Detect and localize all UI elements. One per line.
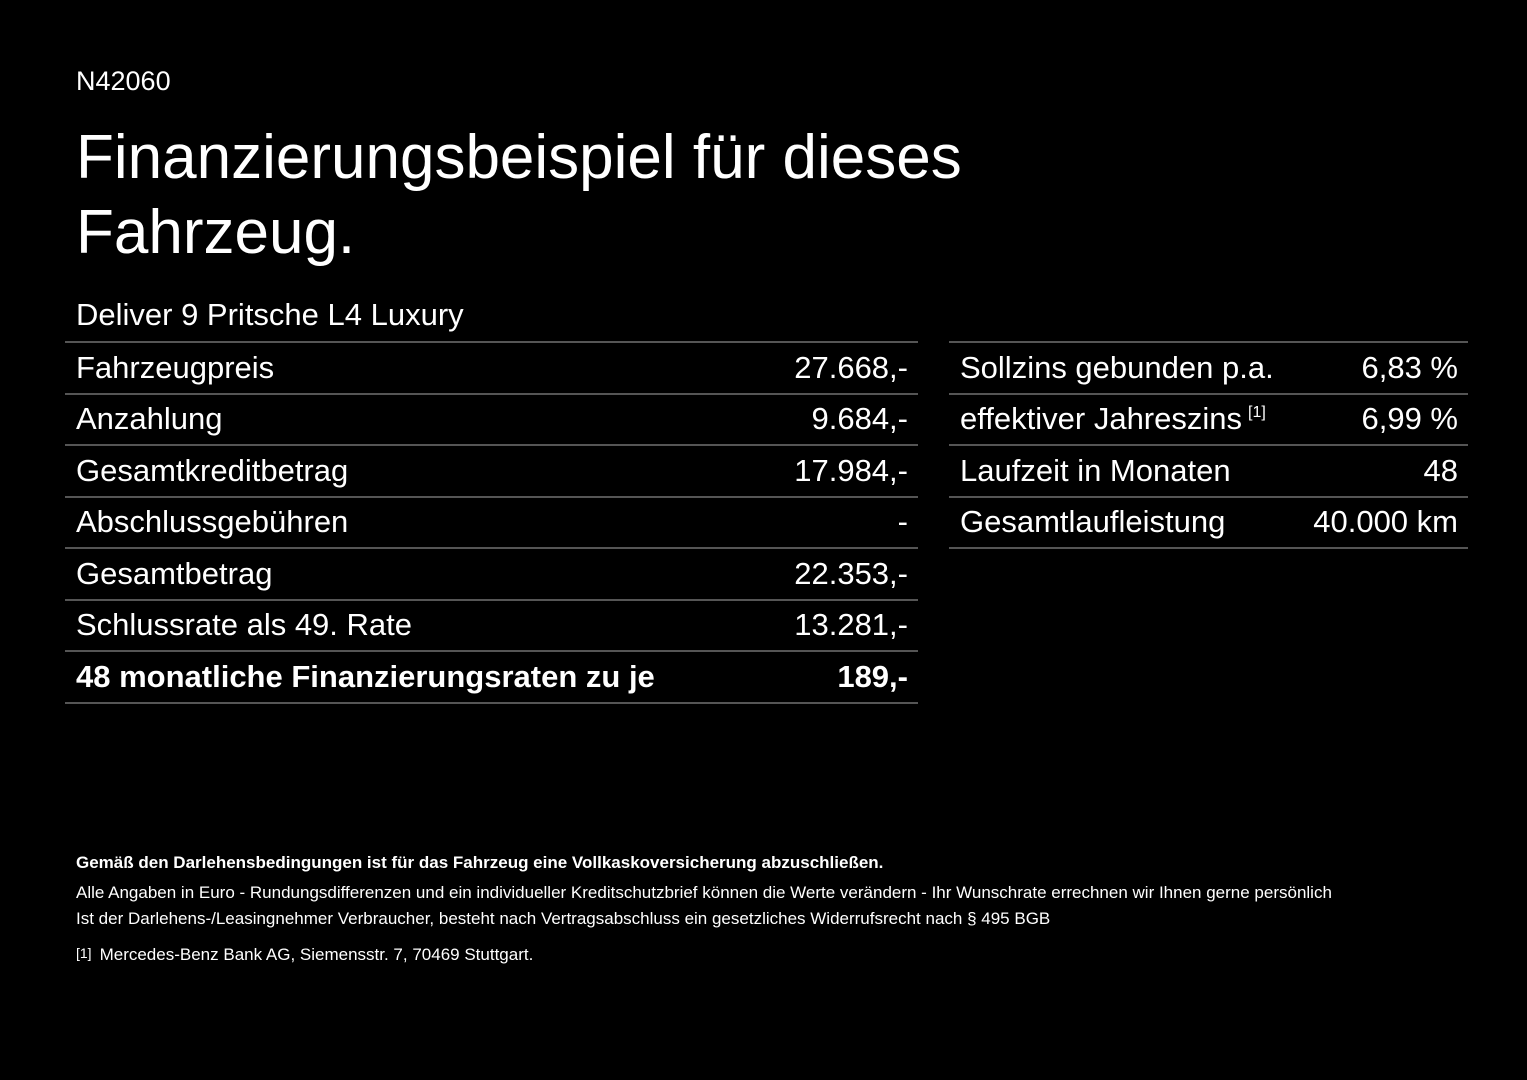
row-value: 48 (1423, 452, 1458, 488)
withdrawal-note: Ist der Darlehens-/Leasingnehmer Verbrau… (76, 909, 1051, 928)
row-label: Schlussrate als 49. Rate (76, 607, 413, 643)
table-row: Fahrzeugpreis 27.668,- (65, 343, 918, 395)
monthly-rate-row: 48 monatliche Finanzierungsraten zu je 18… (65, 652, 918, 704)
table-row: Gesamtbetrag 22.353,- (65, 549, 918, 601)
financing-table: Fahrzeugpreis 27.668,- Anzahlung 9.684,- G… (65, 341, 918, 704)
vehicle-code: N42060 (76, 66, 171, 96)
row-value: 9.684,- (811, 401, 908, 437)
row-label: Anzahlung (76, 401, 223, 437)
interest-table: Sollzins gebunden p.a. 6,83 % effektiver … (949, 341, 1468, 549)
footnote: [1] Mercedes-Benz Bank AG, Siemensstr. 7,… (76, 945, 533, 965)
row-value: 40.000 km (1313, 504, 1458, 540)
vehicle-model: Deliver 9 Pritsche L4 Luxury (76, 297, 464, 332)
row-value: 189,- (837, 658, 908, 694)
row-value: 13.281,- (794, 607, 908, 643)
row-value: 27.668,- (794, 349, 908, 385)
euro-note: Alle Angaben in Euro - Rundungsdifferenz… (76, 883, 1332, 902)
row-value: 6,99 % (1361, 401, 1458, 437)
row-label: Sollzins gebunden p.a. (960, 349, 1274, 385)
page-title: Finanzierungsbeispiel für dieses Fahrzeu… (76, 123, 962, 267)
row-label: Fahrzeugpreis (76, 349, 275, 385)
footnote-text: Mercedes-Benz Bank AG, Siemensstr. 7, 70… (99, 945, 534, 964)
row-value: 6,83 % (1361, 349, 1458, 385)
row-label: Abschlussgebühren (76, 504, 349, 540)
table-row: Gesamtlaufleistung 40.000 km (949, 498, 1468, 549)
row-value: - (897, 504, 908, 540)
row-label: Gesamtlaufleistung (960, 504, 1226, 540)
footnote-mark: [1] (76, 945, 92, 961)
row-value: 22.353,- (794, 555, 908, 591)
row-label: Gesamtkreditbetrag (76, 452, 349, 488)
table-row: Laufzeit in Monaten 48 (949, 446, 1468, 498)
insurance-note: Gemäß den Darlehensbedingungen ist für d… (76, 853, 884, 872)
footnote-reference: [1] (1248, 404, 1266, 422)
table-row: Abschlussgebühren - (65, 498, 918, 549)
row-label: Laufzeit in Monaten (960, 452, 1231, 488)
row-value: 17.984,- (794, 452, 908, 488)
table-row: Anzahlung 9.684,- (65, 395, 918, 446)
table-row: Sollzins gebunden p.a. 6,83 % (949, 343, 1468, 395)
row-label: 48 monatliche Finanzierungsraten zu je (76, 658, 655, 694)
table-row: effektiver Jahreszins [1] 6,99 % (949, 395, 1468, 446)
table-row: Gesamtkreditbetrag 17.984,- (65, 446, 918, 498)
table-row: Schlussrate als 49. Rate 13.281,- (65, 601, 918, 652)
row-label: Gesamtbetrag (76, 555, 273, 591)
row-label: effektiver Jahreszins (960, 401, 1242, 437)
